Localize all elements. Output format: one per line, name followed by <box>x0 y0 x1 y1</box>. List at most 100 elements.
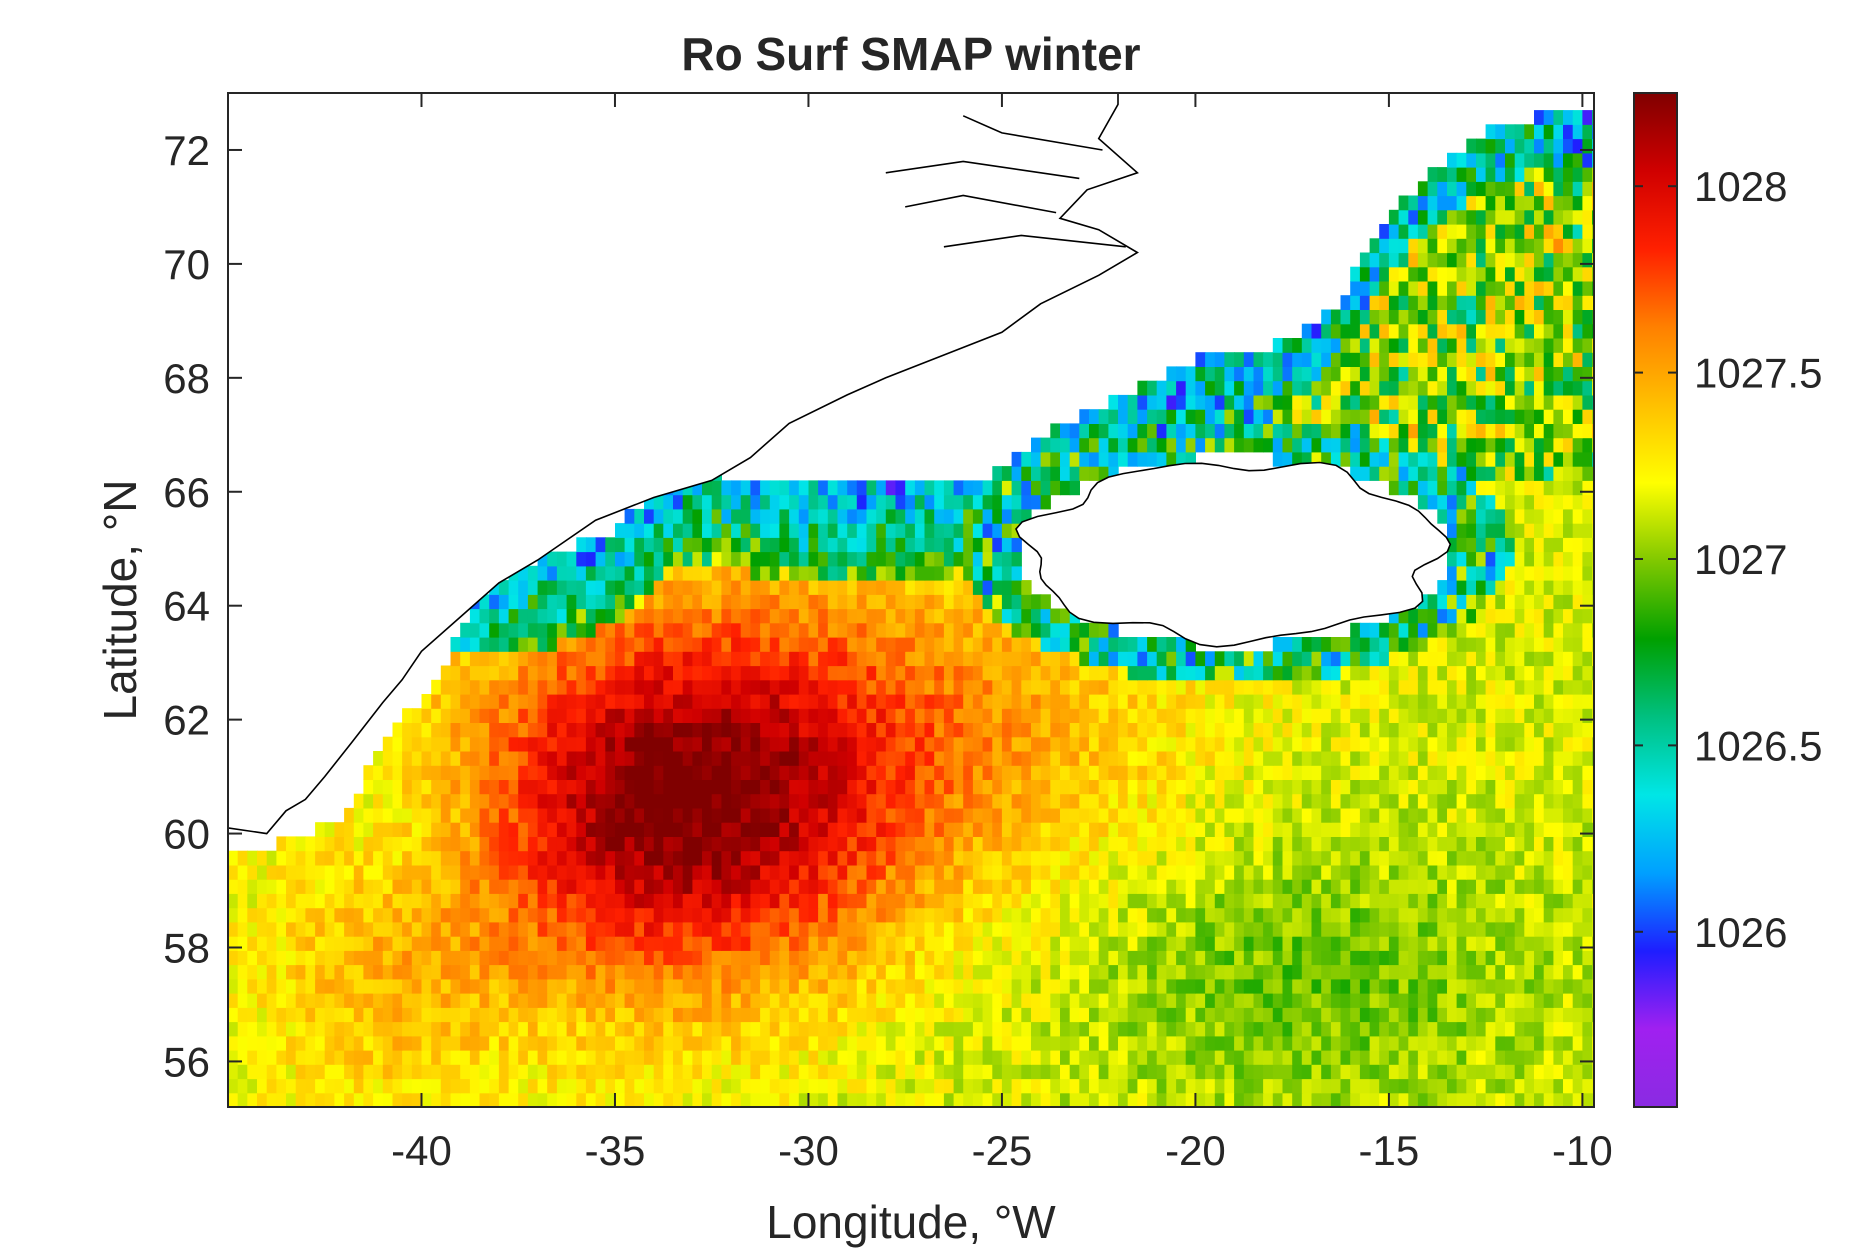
heatmap-cell <box>460 679 471 695</box>
heatmap-cell <box>1166 1050 1177 1065</box>
heatmap-cell <box>1098 622 1109 638</box>
heatmap-cell <box>479 1021 490 1037</box>
heatmap-cell <box>1069 907 1080 923</box>
heatmap-cell <box>1388 836 1400 852</box>
heatmap-cell <box>702 1035 713 1051</box>
heatmap-cell <box>1485 665 1496 681</box>
heatmap-cell <box>1214 978 1226 994</box>
heatmap-cell <box>1495 722 1506 738</box>
heatmap-cell <box>1321 964 1332 980</box>
heatmap-cell <box>1563 921 1574 937</box>
heatmap-cell <box>1137 964 1148 980</box>
heatmap-cell <box>1524 537 1535 553</box>
heatmap-cell <box>1476 921 1487 937</box>
heatmap-cell <box>1214 1078 1226 1094</box>
heatmap-cell <box>1311 936 1322 951</box>
heatmap-cell <box>1147 765 1158 780</box>
heatmap-cell <box>1272 1007 1284 1023</box>
heatmap-cell <box>653 736 664 752</box>
heatmap-cell <box>837 594 848 610</box>
heatmap-cell <box>653 523 664 538</box>
heatmap-cell <box>779 1021 790 1037</box>
heatmap-cell <box>1292 1064 1303 1080</box>
heatmap-cell <box>1582 1064 1593 1080</box>
heatmap-cell <box>653 537 664 553</box>
heatmap-cell <box>498 793 510 809</box>
heatmap-cell <box>1292 921 1303 937</box>
heatmap-cell <box>972 836 984 852</box>
heatmap-cell <box>1253 864 1264 880</box>
heatmap-cell <box>1089 679 1100 695</box>
heatmap-cell <box>1563 708 1574 723</box>
heatmap-cell <box>1476 864 1487 880</box>
heatmap-cell <box>1379 836 1390 852</box>
heatmap-cell <box>566 807 577 823</box>
heatmap-cell <box>1369 822 1380 837</box>
heatmap-cell <box>1417 807 1429 823</box>
heatmap-cell <box>1176 1092 1187 1107</box>
heatmap-cell <box>363 864 374 880</box>
heatmap-cell <box>1369 893 1380 909</box>
heatmap-cell <box>576 651 587 667</box>
heatmap-cell <box>673 637 684 652</box>
heatmap-cell <box>731 1050 742 1065</box>
heatmap-cell <box>566 879 577 894</box>
heatmap-cell <box>1263 964 1274 980</box>
heatmap-cell <box>1079 950 1090 966</box>
heatmap-cell <box>585 679 597 695</box>
heatmap-cell <box>972 1064 984 1080</box>
heatmap-cell <box>847 950 858 966</box>
heatmap-cell <box>460 1092 471 1107</box>
heatmap-cell <box>421 722 432 738</box>
heatmap-cell <box>615 622 626 638</box>
heatmap-cell <box>1234 1078 1245 1094</box>
heatmap-cell <box>363 1092 374 1107</box>
heatmap-cell <box>508 722 519 738</box>
heatmap-cell <box>247 936 258 951</box>
heatmap-cell <box>1330 765 1342 780</box>
heatmap-cell <box>1011 708 1022 723</box>
heatmap-cell <box>769 921 781 937</box>
heatmap-cell <box>789 964 800 980</box>
heatmap-cell <box>1282 893 1293 909</box>
heatmap-cell <box>1253 793 1264 809</box>
heatmap-cell <box>1456 950 1467 966</box>
heatmap-cell <box>1330 921 1342 937</box>
heatmap-cell <box>576 978 587 994</box>
heatmap-cell <box>1224 679 1235 695</box>
heatmap-cell <box>1466 822 1477 837</box>
heatmap-cell <box>866 679 877 695</box>
heatmap-cell <box>779 622 790 638</box>
heatmap-cell <box>382 1021 394 1037</box>
heatmap-cell <box>363 836 374 852</box>
heatmap-cell <box>1505 864 1516 880</box>
heatmap-cell <box>924 850 935 866</box>
heatmap-cell <box>1514 807 1525 823</box>
heatmap-cell <box>1205 879 1216 894</box>
heatmap-cell <box>1563 964 1574 980</box>
heatmap-cell <box>1350 1007 1361 1023</box>
heatmap-cell <box>479 807 490 823</box>
heatmap-cell <box>479 1035 490 1051</box>
heatmap-cell <box>924 1007 935 1023</box>
heatmap-cell <box>789 879 800 894</box>
heatmap-cell <box>556 565 568 581</box>
heatmap-cell <box>953 936 964 951</box>
heatmap-cell <box>673 864 684 880</box>
heatmap-cell <box>1224 722 1235 738</box>
heatmap-cell <box>489 879 500 894</box>
heatmap-cell <box>324 993 335 1008</box>
heatmap-cell <box>1350 1092 1361 1107</box>
heatmap-cell <box>1127 694 1138 709</box>
heatmap-cell <box>789 1035 800 1051</box>
heatmap-cell <box>1543 950 1554 966</box>
heatmap-cell <box>1243 864 1255 880</box>
heatmap-cell <box>1330 807 1342 823</box>
heatmap-cell <box>644 822 655 837</box>
heatmap-cell <box>1176 807 1187 823</box>
heatmap-cell <box>276 879 287 894</box>
heatmap-cell <box>489 679 500 695</box>
heatmap-cell <box>644 1092 655 1107</box>
heatmap-cell <box>508 993 519 1008</box>
heatmap-cell <box>1195 1078 1206 1094</box>
